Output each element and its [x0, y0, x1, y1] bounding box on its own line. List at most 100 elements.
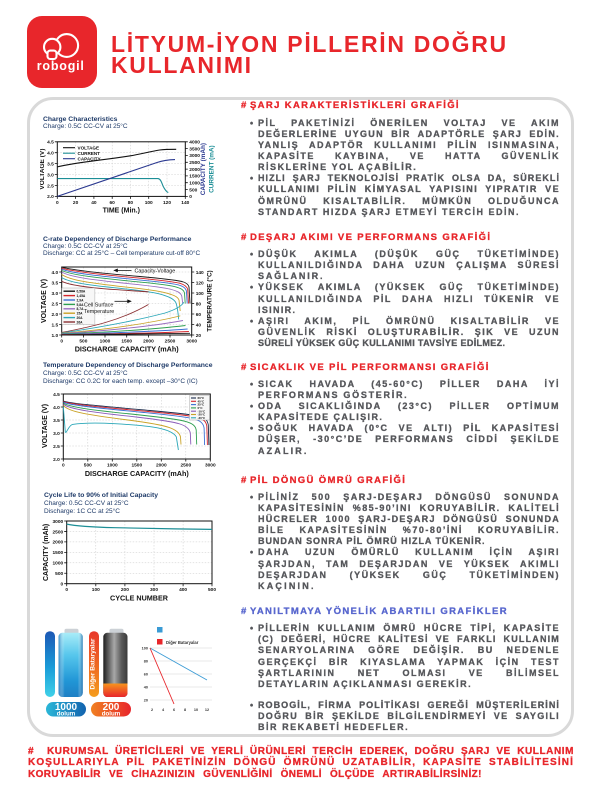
svg-text:200: 200 [121, 587, 129, 593]
svg-text:robogil: robogil [37, 59, 85, 73]
svg-text:4: 4 [162, 708, 165, 712]
svg-text:100: 100 [92, 587, 100, 593]
svg-text:120: 120 [196, 280, 204, 286]
svg-text:3.0: 3.0 [53, 431, 60, 437]
svg-text:200: 200 [103, 702, 120, 713]
svg-text:80: 80 [196, 301, 202, 307]
svg-text:3500: 3500 [189, 146, 200, 152]
svg-text:CURRENT: CURRENT [78, 151, 101, 156]
svg-text:3.5: 3.5 [53, 418, 60, 424]
svg-text:2: 2 [151, 708, 153, 712]
svg-text:3000: 3000 [53, 519, 64, 525]
svg-text:0: 0 [56, 200, 59, 206]
svg-text:0: 0 [62, 463, 65, 469]
svg-text:Cell Surface: Cell Surface [84, 302, 113, 308]
svg-text:2.5: 2.5 [47, 183, 54, 189]
svg-text:CYCLE NUMBER: CYCLE NUMBER [110, 594, 169, 603]
svg-text:12: 12 [205, 708, 209, 712]
svg-text:1500: 1500 [189, 173, 200, 179]
svg-text:2.5: 2.5 [53, 444, 60, 450]
svg-text:20: 20 [144, 699, 148, 703]
svg-text:20: 20 [73, 200, 79, 206]
svg-text:Diğer Bataryalar: Diğer Bataryalar [166, 640, 199, 645]
svg-text:4.0: 4.0 [52, 269, 59, 275]
svg-text:4.0: 4.0 [47, 150, 54, 156]
svg-text:1000: 1000 [107, 463, 118, 469]
svg-text:500: 500 [208, 587, 216, 593]
svg-text:2.0: 2.0 [52, 311, 59, 317]
svg-text:0: 0 [61, 582, 64, 588]
svg-text:CAPACITY: CAPACITY [78, 156, 101, 161]
svg-text:3.0: 3.0 [47, 172, 54, 178]
svg-text:40: 40 [91, 200, 97, 206]
svg-text:0,58A: 0,58A [77, 289, 86, 293]
svg-text:3.5: 3.5 [52, 280, 59, 286]
svg-text:0: 0 [60, 338, 63, 344]
svg-text:140: 140 [196, 269, 204, 275]
svg-text:500: 500 [55, 571, 63, 577]
svg-text:1000: 1000 [189, 180, 200, 186]
svg-text:2000: 2000 [53, 540, 64, 546]
svg-text:2,9A: 2,9A [77, 298, 85, 302]
svg-text:3000: 3000 [189, 153, 200, 159]
svg-text:20A: 20A [77, 316, 84, 320]
svg-text:dolum: dolum [102, 711, 121, 718]
svg-text:80: 80 [128, 200, 134, 206]
svg-text:1000: 1000 [53, 561, 64, 567]
svg-text:-30°C: -30°C [198, 416, 207, 420]
svg-text:2500: 2500 [189, 160, 200, 166]
svg-text:26A: 26A [77, 320, 84, 324]
svg-text:VOLTAGE (V): VOLTAGE (V) [41, 278, 48, 322]
svg-text:4.0: 4.0 [53, 405, 60, 411]
svg-text:4000: 4000 [189, 139, 200, 145]
svg-text:40: 40 [144, 686, 148, 690]
svg-text:500: 500 [189, 187, 197, 193]
svg-text:15A: 15A [77, 311, 84, 315]
svg-text:60: 60 [110, 200, 116, 206]
svg-text:1.5: 1.5 [52, 322, 59, 328]
svg-text:300: 300 [150, 587, 158, 593]
svg-text:500: 500 [79, 338, 87, 344]
svg-text:TEMPERATURE (°C): TEMPERATURE (°C) [206, 270, 214, 331]
svg-text:dolum: dolum [57, 711, 76, 718]
svg-text:CAPACITY (mAh): CAPACITY (mAh) [43, 524, 50, 581]
svg-text:5,8A: 5,8A [77, 302, 85, 306]
svg-text:2000: 2000 [189, 167, 200, 173]
svg-text:1500: 1500 [131, 463, 142, 469]
svg-text:3.5: 3.5 [47, 161, 54, 167]
svg-text:45°C: 45°C [198, 400, 206, 404]
svg-text:20: 20 [196, 332, 202, 338]
svg-text:100: 100 [142, 647, 148, 651]
svg-text:VOLTAGE (V): VOLTAGE (V) [42, 404, 49, 448]
svg-text:Temperature: Temperature [84, 308, 114, 314]
svg-text:DISCHARGE CAPACITY (mAh): DISCHARGE CAPACITY (mAh) [85, 469, 190, 478]
svg-text:140: 140 [181, 200, 189, 206]
svg-text:CAPACITY (mAh): CAPACITY (mAh) [200, 143, 207, 195]
svg-text:500: 500 [84, 463, 92, 469]
svg-text:4.5: 4.5 [53, 392, 60, 398]
svg-text:1.0: 1.0 [52, 332, 59, 338]
svg-text:120: 120 [163, 200, 171, 206]
svg-text:60: 60 [144, 673, 148, 677]
svg-text:-10°C: -10°C [198, 410, 207, 414]
svg-text:2.5: 2.5 [52, 301, 59, 307]
svg-text:25°C: 25°C [198, 403, 206, 407]
svg-text:6: 6 [173, 708, 175, 712]
svg-text:3.0: 3.0 [52, 290, 59, 296]
svg-text:8: 8 [184, 708, 186, 712]
svg-text:-20°C: -20°C [198, 413, 207, 417]
svg-text:2000: 2000 [156, 463, 167, 469]
svg-text:CURRENT (mA): CURRENT (mA) [209, 145, 216, 193]
svg-text:3000: 3000 [205, 463, 216, 469]
svg-text:3000: 3000 [186, 338, 197, 344]
svg-text:1500: 1500 [53, 550, 64, 556]
svg-text:60°C: 60°C [198, 396, 206, 400]
svg-text:VOLTAGE: VOLTAGE [78, 145, 100, 150]
svg-text:0: 0 [65, 587, 68, 593]
svg-text:4.5: 4.5 [47, 139, 54, 145]
svg-text:8,7A: 8,7A [77, 307, 85, 311]
svg-text:100: 100 [145, 200, 153, 206]
svg-text:80: 80 [144, 660, 148, 664]
svg-text:VOLTAGE (V): VOLTAGE (V) [40, 148, 46, 189]
svg-text:2500: 2500 [165, 338, 176, 344]
